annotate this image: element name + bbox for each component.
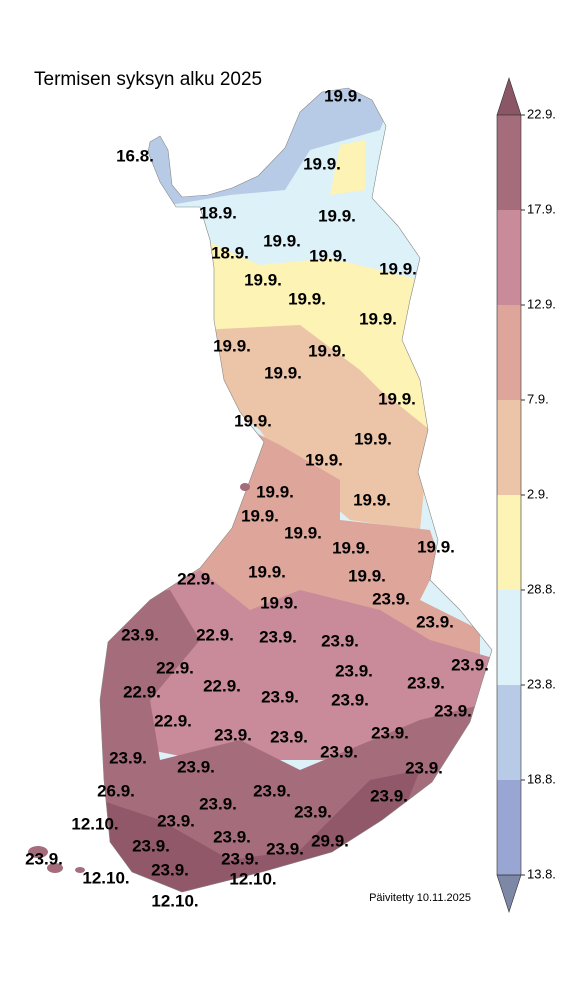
date-label: 23.9. [320, 742, 358, 761]
colorbar-tick-label: 23.8. [527, 676, 556, 691]
date-label: 23.9. [132, 836, 170, 855]
date-label: 23.9. [335, 661, 373, 680]
date-label: 23.9. [259, 627, 297, 646]
date-label: 23.9. [199, 794, 237, 813]
date-label: 19.9. [417, 537, 455, 556]
date-label: 22.9. [123, 682, 161, 701]
date-label: 23.9. [177, 757, 215, 776]
date-label: 19.9. [324, 86, 362, 105]
date-label: 23.9. [331, 690, 369, 709]
colorbar-tick-label: 28.8. [527, 581, 556, 596]
colorbar-band [497, 590, 521, 685]
date-label: 19.9. [284, 523, 322, 542]
colorbar-tick-label: 13.8. [527, 866, 556, 881]
date-label: 19.9. [260, 593, 298, 612]
date-label: 19.9. [264, 363, 302, 382]
date-label: 23.9. [261, 687, 299, 706]
colorbar-band [497, 685, 521, 780]
colorbar-band [497, 305, 521, 400]
colorbar-tick-label: 7.9. [527, 391, 549, 406]
date-label: 22.9. [154, 711, 192, 730]
date-label: 23.9. [151, 860, 189, 879]
date-label: 23.9. [214, 725, 252, 744]
date-label: 12.10. [151, 891, 198, 910]
date-label: 16.8. [116, 146, 154, 165]
date-label: 19.9. [348, 566, 386, 585]
date-label: 23.9. [407, 673, 445, 692]
date-label: 23.9. [157, 811, 195, 830]
colorbar-band [497, 115, 521, 210]
colorbar-tick-label: 17.9. [527, 201, 556, 216]
map-title: Termisen syksyn alku 2025 [34, 69, 262, 90]
colorbar-band [497, 210, 521, 305]
date-label: 19.9. [241, 506, 279, 525]
date-label: 18.9. [199, 203, 237, 222]
date-label: 19.9. [248, 562, 286, 581]
date-label: 23.9. [416, 612, 454, 631]
date-label: 12.10. [82, 868, 129, 887]
date-label: 22.9. [196, 625, 234, 644]
date-label: 18.9. [211, 243, 249, 262]
date-label: 23.9. [121, 625, 159, 644]
date-label: 19.9. [353, 490, 391, 509]
date-label: 23.9. [270, 727, 308, 746]
date-label: 23.9. [25, 849, 63, 868]
colorbar-band [497, 400, 521, 495]
date-label: 19.9. [303, 154, 341, 173]
date-label: 22.9. [156, 658, 194, 677]
country-outline [99, 87, 493, 893]
date-label: 23.9. [213, 827, 251, 846]
colorbar-under [496, 874, 522, 913]
date-labels: 19.9. 16.8. 19.9. 18.9. 19.9. 19.9. 18.9. 19.9.… [25, 86, 489, 910]
date-label: 19.9. [354, 429, 392, 448]
colorbar: 22.9. 17.9. 12.9. 7.9. 2.9. 28.8. 23.8. 18.8. 13… [496, 77, 556, 913]
date-label: 19.9. [359, 309, 397, 328]
colorbar-band [497, 495, 521, 590]
date-label: 23.9. [294, 802, 332, 821]
date-label: 19.9. [379, 259, 417, 278]
colorbar-tick-label: 2.9. [527, 486, 549, 501]
colorbar-band [497, 780, 521, 875]
date-label: 23.9. [372, 589, 410, 608]
colorbar-over [496, 77, 522, 116]
date-label: 19.9. [263, 231, 301, 250]
date-label: 19.9. [305, 450, 343, 469]
date-label: 23.9. [109, 748, 147, 767]
date-label: 19.9. [288, 289, 326, 308]
date-label: 19.9. [244, 270, 282, 289]
date-label: 19.9. [308, 341, 346, 360]
updated-note: Päivitetty 10.11.2025 [369, 892, 471, 904]
colorbar-tick-label: 18.8. [527, 771, 556, 786]
date-label: 19.9. [332, 538, 370, 557]
map-regions [100, 88, 492, 892]
date-label: 23.9. [321, 631, 359, 650]
date-label: 23.9. [221, 849, 259, 868]
date-label: 22.9. [203, 676, 241, 695]
date-label: 12.10. [229, 869, 276, 888]
date-label: 19.9. [318, 206, 356, 225]
colorbar-tick-label: 12.9. [527, 296, 556, 311]
colorbar-tick-label: 22.9. [527, 106, 556, 121]
date-label: 26.9. [97, 781, 135, 800]
date-label: 23.9. [370, 786, 408, 805]
date-label: 29.9. [311, 831, 349, 850]
date-label: 23.9. [253, 781, 291, 800]
date-label: 23.9. [371, 723, 409, 742]
date-label: 19.9. [234, 411, 272, 430]
date-label: 19.9. [309, 246, 347, 265]
date-label: 22.9. [177, 569, 215, 588]
islands [28, 483, 250, 873]
date-label: 19.9. [256, 482, 294, 501]
date-label: 23.9. [266, 839, 304, 858]
date-label: 23.9. [451, 655, 489, 674]
date-label: 23.9. [405, 758, 443, 777]
date-label: 12.10. [71, 814, 118, 833]
date-label: 23.9. [434, 701, 472, 720]
date-label: 19.9. [378, 389, 416, 408]
date-label: 19.9. [213, 336, 251, 355]
